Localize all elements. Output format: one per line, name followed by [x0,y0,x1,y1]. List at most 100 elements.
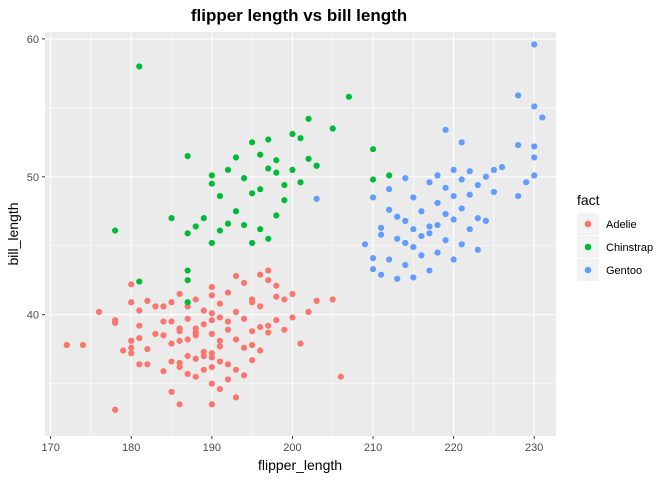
point-adelie [144,346,151,353]
point-gentoo [313,195,320,202]
point-gentoo [515,92,522,99]
point-gentoo [377,231,385,238]
point-chinstrap [232,208,240,215]
point-chinstrap [208,239,215,247]
point-adelie [128,299,135,306]
point-adelie [184,315,191,322]
point-adelie [257,303,264,310]
point-chinstrap [289,130,296,138]
point-adelie [216,314,224,321]
point-chinstrap [313,162,320,169]
point-adelie [112,406,119,413]
point-gentoo [426,179,433,186]
point-chinstrap [136,278,143,285]
point-gentoo [450,256,457,263]
point-adelie [216,358,224,365]
x-tick-label: 170 [41,442,59,454]
point-adelie [79,341,86,349]
point-adelie [200,366,207,373]
point-adelie [240,279,248,287]
point-adelie [192,332,199,339]
point-gentoo [426,267,433,274]
point-adelie [240,315,248,322]
y-axis-title: bill_length [5,202,21,265]
point-gentoo [434,221,441,229]
point-adelie [257,347,264,354]
point-chinstrap [224,166,232,173]
point-gentoo [434,249,441,256]
point-chinstrap [257,226,264,233]
point-adelie [176,290,183,298]
point-adelie [184,336,191,343]
point-chinstrap [273,157,280,164]
legend: fact Adelie Chinstrap Gentoo [577,192,653,281]
point-gentoo [418,208,425,215]
point-adelie [208,401,215,408]
x-tick-label: 230 [525,442,543,454]
point-adelie [249,328,256,335]
point-gentoo [369,194,377,201]
point-gentoo [458,176,465,183]
point-gentoo [402,217,409,225]
point-adelie [160,303,167,310]
point-adelie [265,267,272,274]
x-axis-title: flipper_length [258,457,342,473]
point-adelie [265,277,272,284]
y-axis-ticks: 40 50 60 [27,34,45,322]
point-gentoo [386,206,393,213]
point-chinstrap [200,215,207,222]
point-gentoo [377,224,385,231]
point-adelie [249,357,256,364]
point-chinstrap [281,181,288,189]
point-gentoo [386,256,393,263]
point-gentoo [410,274,417,281]
point-adelie [305,308,312,316]
point-gentoo [361,241,369,248]
point-gentoo [490,166,498,173]
legend-items: Adelie Chinstrap Gentoo [577,213,653,281]
point-adelie [200,348,207,355]
point-adelie [257,271,264,278]
point-chinstrap [297,179,304,186]
point-adelie [144,297,151,304]
point-adelie [160,318,167,325]
point-gentoo [458,205,465,212]
point-adelie [128,350,135,357]
point-chinstrap [112,227,119,234]
point-chinstrap [265,136,272,143]
point-chinstrap [386,172,393,179]
point-adelie [281,296,288,303]
point-adelie [176,337,183,344]
x-tick-label: 220 [444,442,462,454]
point-adelie [289,290,296,298]
point-adelie [120,347,127,354]
point-adelie [208,317,215,324]
point-gentoo [377,271,385,278]
point-adelie [224,376,232,383]
point-adelie [200,307,207,314]
point-gentoo [369,255,377,262]
point-adelie [216,386,224,393]
y-tick-label: 60 [27,34,39,46]
point-adelie [168,358,175,365]
point-chinstrap [281,197,288,204]
point-chinstrap [265,165,272,172]
legend-label-adelie: Adelie [606,219,637,231]
point-chinstrap [345,93,352,100]
point-chinstrap [289,166,296,173]
point-adelie [208,292,215,299]
point-gentoo [442,126,449,133]
point-adelie [144,361,151,368]
point-gentoo [450,216,457,223]
point-chinstrap [297,135,304,142]
point-adelie [224,318,232,325]
point-chinstrap [136,63,143,70]
point-adelie [168,388,175,395]
point-chinstrap [240,221,248,229]
point-adelie [192,355,199,362]
point-gentoo [474,246,481,253]
point-adelie [208,380,215,387]
point-chinstrap [224,220,232,227]
point-gentoo [531,41,538,48]
legend-label-gentoo: Gentoo [606,265,642,277]
